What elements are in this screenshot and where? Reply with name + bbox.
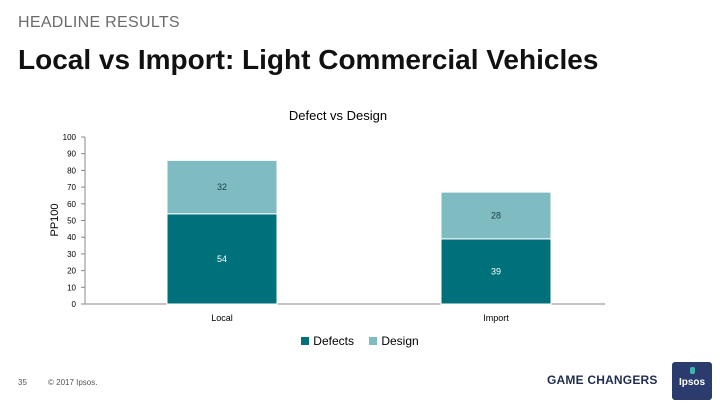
bar-defects-local xyxy=(166,213,278,305)
y-tick-label: 40 xyxy=(67,233,76,242)
copyright-text: © 2017 Ipsos. xyxy=(48,378,98,387)
y-tick-label: 70 xyxy=(67,183,76,192)
ipsos-logo: Ipsos xyxy=(672,362,712,400)
data-label-defects-local: 54 xyxy=(217,254,227,264)
y-tick-label: 30 xyxy=(67,250,76,259)
data-label-design-local: 32 xyxy=(217,182,227,192)
y-tick-label: 80 xyxy=(67,166,76,175)
x-tick-label: Local xyxy=(211,313,233,323)
ipsos-logo-text: Ipsos xyxy=(678,377,706,388)
y-tick-label: 90 xyxy=(67,150,76,159)
y-tick-label: 50 xyxy=(67,217,76,226)
y-tick-label: 10 xyxy=(67,283,76,292)
data-label-design-import: 28 xyxy=(491,210,501,220)
bar-defects-import xyxy=(440,238,552,305)
page-number: 35 xyxy=(18,378,27,387)
legend-item-defects: Defects xyxy=(301,334,354,348)
legend-item-design: Design xyxy=(369,334,419,348)
chart-title: Defect vs Design xyxy=(289,108,387,123)
ipsos-logo-mark xyxy=(690,367,695,374)
y-tick-label: 60 xyxy=(67,200,76,209)
bar-design-import xyxy=(440,191,552,240)
page-title: Local vs Import: Light Commercial Vehicl… xyxy=(18,44,599,75)
legend-swatch-defects xyxy=(301,337,310,345)
legend-label-design: Design xyxy=(381,334,419,348)
eyebrow-label: HEADLINE RESULTS xyxy=(18,14,180,31)
x-tick-label: Import xyxy=(483,313,509,323)
game-changers-logo: GAME CHANGERS xyxy=(547,373,658,387)
y-tick-label: 0 xyxy=(72,300,77,309)
legend-swatch-design xyxy=(369,337,378,345)
data-label-defects-import: 39 xyxy=(491,266,501,276)
y-axis-label: PP100 xyxy=(49,203,61,236)
bar-design-local xyxy=(166,159,278,215)
chart-legend: Defects Design xyxy=(0,334,720,348)
y-tick-label: 20 xyxy=(67,267,76,276)
y-tick-label: 100 xyxy=(63,133,77,142)
legend-label-defects: Defects xyxy=(313,334,354,348)
